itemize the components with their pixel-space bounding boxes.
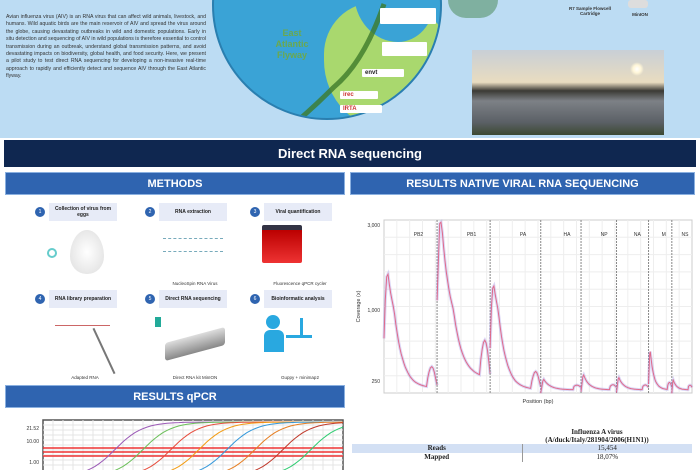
- step-label: Fluorescence qPCR cycler: [273, 281, 327, 286]
- coverage-line: [616, 376, 649, 393]
- partner-logo-envt: envt: [362, 69, 404, 77]
- step-title: Collection of virus from eggs: [49, 203, 117, 221]
- y-tick-label: 250: [372, 379, 381, 385]
- coverage-line: [436, 221, 491, 376]
- row-value: 18,07%: [596, 453, 619, 461]
- table-header-line: (A/duck/Italy/281904/2006(H1N1)): [545, 436, 649, 444]
- amplification-curve: [282, 426, 344, 470]
- amplification-curve: [198, 421, 343, 470]
- step-number: 5: [145, 294, 155, 304]
- row-label: Mapped: [352, 453, 523, 462]
- segment-label: PB1: [467, 232, 477, 238]
- segment-label: NS: [681, 232, 689, 238]
- segment-label: PA: [520, 232, 527, 238]
- coverage-line: [580, 373, 617, 392]
- minion-caption: MinION: [632, 12, 648, 17]
- segment-label: PB2: [414, 232, 424, 238]
- step-number: 6: [250, 294, 260, 304]
- step-number: 2: [145, 207, 155, 217]
- step-label: Adapted RNA: [71, 375, 99, 380]
- step-label: Guppy + minimap2: [281, 375, 319, 380]
- y-axis-label: Coverage (x): [356, 290, 362, 322]
- methods-header: METHODS: [5, 172, 345, 195]
- step-number: 4: [35, 294, 45, 304]
- partner-logo: [380, 8, 436, 24]
- coverage-line: [383, 272, 438, 388]
- sequencing-table: Influenza A virus (A/duck/Italy/281904/2…: [352, 428, 692, 462]
- table-header: Influenza A virus (A/duck/Italy/281904/2…: [502, 428, 692, 444]
- y-tick-label: 10.00: [26, 439, 39, 445]
- step-title: Bioinformatic analysis: [264, 290, 332, 308]
- flyway-arrow: [297, 3, 387, 118]
- coverage-line: [540, 378, 582, 394]
- sampling-illustration: [448, 0, 498, 18]
- intro-text: Avian influenza virus (AIV) is an RNA vi…: [6, 14, 206, 80]
- step-title: Viral quantification: [264, 203, 332, 221]
- partner-logo-irta: IRTA: [340, 105, 382, 113]
- partner-logo: [382, 42, 427, 56]
- row-label: Reads: [352, 444, 523, 453]
- minion-device: [628, 0, 648, 8]
- flyway-label-line: East: [282, 28, 302, 38]
- y-tick-label: 1.00: [29, 460, 39, 466]
- y-tick-label: 21.52: [26, 426, 39, 432]
- flowcell-caption: R7 Sample Flowcell Cartridge: [568, 6, 611, 16]
- segment-label: NP: [601, 232, 609, 238]
- flyway-label: East Atlantic Flyway: [262, 28, 322, 61]
- table-header-line: Influenza A virus: [571, 428, 623, 436]
- step-number: 3: [250, 207, 260, 217]
- coverage-line: [648, 351, 673, 390]
- partner-logo-irec: irec: [340, 91, 378, 99]
- flyway-label-line: Atlantic: [275, 39, 309, 49]
- segment-label: NA: [634, 232, 642, 238]
- sun: [630, 62, 644, 76]
- x-axis-label: Position (bp): [523, 399, 554, 405]
- qpcr-chart: 21.52 10.00 1.00: [26, 419, 344, 470]
- step-label: NucleoSpin RNA Virus: [172, 281, 218, 286]
- segment-label: HA: [563, 232, 571, 238]
- amplification-curve: [254, 422, 344, 470]
- step-title: RNA extraction: [159, 203, 227, 221]
- y-tick-label: 3,000: [367, 223, 380, 229]
- section-banner: Direct RNA sequencing: [4, 140, 696, 167]
- coverage-line: [489, 284, 542, 389]
- row-value: 15,454: [597, 444, 617, 452]
- amplification-curve: [226, 421, 343, 470]
- step-number: 1: [35, 207, 45, 217]
- coverage-line: [671, 378, 693, 394]
- y-tick-label: 1,000: [367, 308, 380, 314]
- step-title: Direct RNA sequencing: [159, 290, 227, 308]
- step-title: RNA library preparation: [49, 290, 117, 308]
- coverage-chart: PB2 PB1 PA HA NP NA M NS 3,000 1,000 250 Position (…: [356, 218, 694, 405]
- table-row: Reads 15,454: [352, 444, 692, 453]
- results-qpcr-header: RESULTS qPCR: [5, 385, 345, 408]
- segment-label: M: [662, 232, 666, 238]
- table-row: Mapped 18,07%: [352, 453, 692, 462]
- results-seq-header: RESULTS NATIVE VIRAL RNA SEQUENCING: [350, 172, 695, 195]
- step-label: Direct RNA kit MinION: [172, 375, 218, 380]
- flyway-label-line: Flyway: [276, 50, 307, 60]
